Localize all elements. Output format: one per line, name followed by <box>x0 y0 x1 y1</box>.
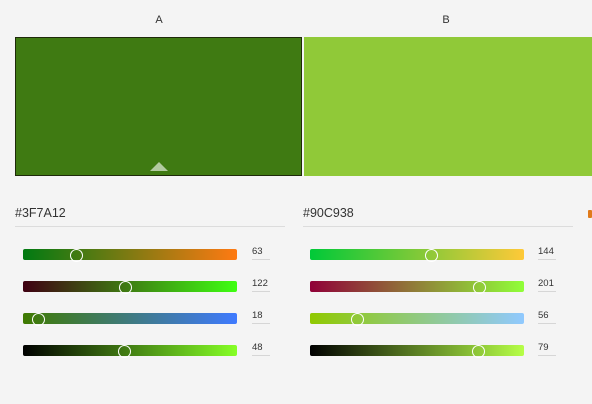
slider-thumb[interactable] <box>69 248 83 262</box>
color-swatch-a[interactable] <box>15 37 302 176</box>
slider-thumb[interactable] <box>119 280 133 294</box>
value-a-brightness[interactable]: 48 <box>252 342 270 356</box>
value-a-red[interactable]: 63 <box>252 246 270 260</box>
value-b-blue[interactable]: 56 <box>538 310 556 324</box>
column-b-label: B <box>442 14 450 26</box>
value-b-brightness[interactable]: 79 <box>538 342 556 356</box>
slider-thumb[interactable] <box>471 344 485 358</box>
partial-column-indicator <box>588 210 592 218</box>
column-a-label: A <box>155 14 163 26</box>
value-b-green[interactable]: 201 <box>538 278 556 292</box>
slider-a-red[interactable] <box>23 248 237 262</box>
slider-b-blue[interactable] <box>310 312 524 326</box>
slider-b-green[interactable] <box>310 280 524 294</box>
slider-a-brightness[interactable] <box>23 344 237 358</box>
slider-thumb[interactable] <box>424 248 438 262</box>
slider-thumb[interactable] <box>117 344 131 358</box>
slider-b-brightness[interactable] <box>310 344 524 358</box>
value-a-green[interactable]: 122 <box>252 278 270 292</box>
value-b-red[interactable]: 144 <box>538 246 556 260</box>
slider-thumb[interactable] <box>32 312 46 326</box>
hex-input-a[interactable]: #3F7A12 <box>15 206 285 227</box>
color-swatch-b[interactable] <box>304 37 592 176</box>
slider-b-red[interactable] <box>310 248 524 262</box>
slider-a-blue[interactable] <box>23 312 237 326</box>
slider-thumb[interactable] <box>472 280 486 294</box>
slider-thumb[interactable] <box>351 312 365 326</box>
value-a-blue[interactable]: 18 <box>252 310 270 324</box>
hex-input-b[interactable]: #90C938 <box>303 206 573 227</box>
selected-marker-icon <box>149 162 168 171</box>
slider-a-green[interactable] <box>23 280 237 294</box>
